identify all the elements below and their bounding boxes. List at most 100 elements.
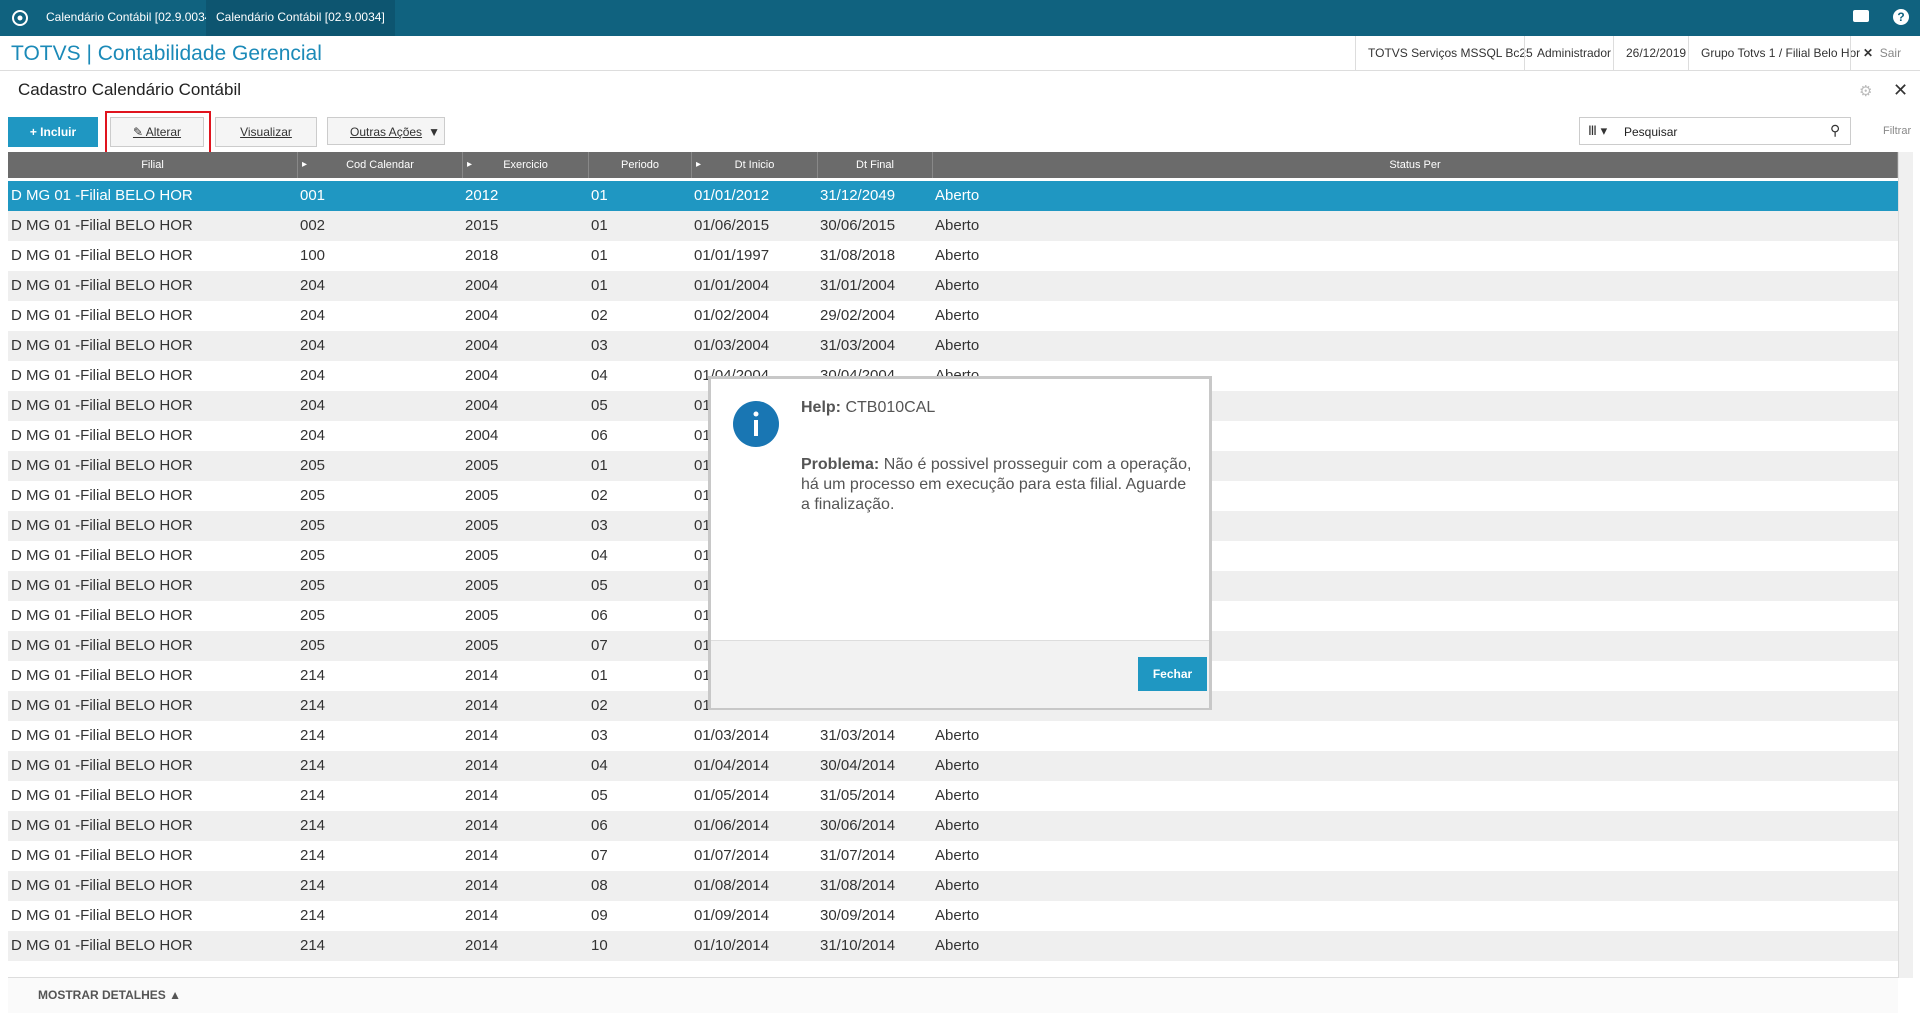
table-cell: 2005 [465,457,499,474]
table-cell: 214 [300,817,326,834]
problem-text: Não é possivel prosseguir com a operação… [801,456,1192,513]
table-cell: Aberto [935,337,980,354]
table-cell: 30/04/2014 [820,757,896,774]
exit-label: Sair [1879,46,1902,60]
table-cell: 03 [591,337,608,354]
view-toggle[interactable]: Ⅲ ▾ [1588,123,1608,138]
table-cell: 2014 [465,757,499,774]
column-header[interactable]: Exercicio ▸ [463,152,589,178]
header-info: TOTVS Serviços MSSQL Bc25 [1355,36,1545,70]
table-cell: 31/05/2014 [820,787,896,804]
table-cell: 02 [591,697,608,714]
table-cell: Aberto [935,877,980,894]
table-row[interactable]: D MG 01 -Filial BELO HOR 214 2014 05 01/05/2… [8,781,1898,811]
table-row[interactable]: D MG 01 -Filial BELO HOR 204 2004 01 01/01/2… [8,271,1898,301]
table-cell: 214 [300,757,326,774]
search-box[interactable]: Ⅲ ▾ Pesquisar ⚲ [1579,117,1851,145]
table-cell: 205 [300,487,326,504]
table-cell: 001 [300,187,326,204]
edit-button[interactable]: ✎ Alterar [110,117,204,147]
table-row[interactable]: D MG 01 -Filial BELO HOR 214 2014 10 01/10/2… [8,931,1898,961]
table-cell: D MG 01 -Filial BELO HOR [11,757,193,774]
button-label: Alterar [145,125,182,139]
sort-arrow: ▸ [302,159,308,170]
table-cell: 205 [300,607,326,624]
table-row[interactable]: D MG 01 -Filial BELO HOR 214 2014 09 01/09/2… [8,901,1898,931]
table-cell: 01 [591,187,608,204]
table-cell: 214 [300,877,326,894]
table-cell: 02 [591,487,608,504]
table-cell: 205 [300,547,326,564]
table-cell: 214 [300,847,326,864]
table-cell: 01/07/2014 [694,847,770,864]
sort-arrow: ▸ [696,159,702,170]
table-cell: 02 [591,307,608,324]
table-row[interactable]: D MG 01 -Filial BELO HOR 001 2012 01 01/01/2… [8,181,1898,211]
include-button[interactable]: + Incluir [8,117,98,147]
column-header[interactable]: Periodo [589,152,692,178]
table-cell: 04 [591,547,608,564]
table-cell: 204 [300,337,326,354]
table-cell: D MG 01 -Filial BELO HOR [11,937,193,954]
table-cell: 05 [591,577,608,594]
settings-icon[interactable]: ⚙ [1859,83,1873,100]
view-button[interactable]: Visualizar [215,117,317,147]
tab[interactable]: Calendário Contábil [02.9.0034] [46,10,215,24]
table-cell: D MG 01 -Filial BELO HOR [11,607,193,624]
more-actions-button[interactable]: Outras Ações ▼ [327,117,445,145]
table-cell: 01/08/2014 [694,877,770,894]
table-cell: 01/09/2014 [694,907,770,924]
table-cell: 30/06/2015 [820,217,896,234]
table-cell: 31/12/2049 [820,187,896,204]
help-label: Help: [801,399,841,416]
column-header[interactable]: Cod Calendar ▸ [298,152,463,178]
table-cell: 2014 [465,937,499,954]
help-icon[interactable]: ? [1893,9,1909,25]
scrollbar[interactable] [1898,152,1913,978]
table-cell: Aberto [935,727,980,744]
close-button[interactable]: Fechar [1138,657,1207,691]
table-row[interactable]: D MG 01 -Filial BELO HOR 214 2014 07 01/07/2… [8,841,1898,871]
column-header[interactable]: Dt Inicio ▸ [692,152,818,178]
table-cell: 2005 [465,577,499,594]
table-row[interactable]: D MG 01 -Filial BELO HOR 214 2014 04 01/04/2… [8,751,1898,781]
filter-label[interactable]: Filtrar [1883,125,1912,137]
exit[interactable]: ✕ Sair [1850,36,1913,70]
mail-icon[interactable] [1853,10,1869,22]
table-cell: 01/05/2014 [694,787,770,804]
header-bar [0,36,1920,71]
details-toggle[interactable]: MOSTRAR DETALHES ▲ [38,988,181,1002]
table-cell: 05 [591,397,608,414]
table-cell: 01/02/2004 [694,307,770,324]
search-icon[interactable]: ⚲ [1830,122,1841,138]
table-cell: 2014 [465,877,499,894]
table-cell: D MG 01 -Filial BELO HOR [11,367,193,384]
close-icon[interactable]: ✕ [1893,80,1909,100]
table-cell: 01 [591,247,608,264]
table-cell: 31/07/2014 [820,847,896,864]
table-cell: D MG 01 -Filial BELO HOR [11,577,193,594]
table-cell: D MG 01 -Filial BELO HOR [11,697,193,714]
dialog: Help: CTB010CAL Problema: Não é possivel… [708,376,1212,710]
table-cell: 2014 [465,667,499,684]
table-row[interactable]: D MG 01 -Filial BELO HOR 002 2015 01 01/06/2… [8,211,1898,241]
table-row[interactable]: D MG 01 -Filial BELO HOR 100 2018 01 01/01/1… [8,241,1898,271]
column-header[interactable]: Status Per [933,152,1898,178]
column-header[interactable]: Dt Final [818,152,933,178]
table-cell: Aberto [935,247,980,264]
logo [12,10,28,26]
button-label: Outras Ações [350,125,423,139]
table-cell: 09 [591,907,608,924]
table-row[interactable]: D MG 01 -Filial BELO HOR 204 2004 02 01/02/2… [8,301,1898,331]
table-row[interactable]: D MG 01 -Filial BELO HOR 214 2014 08 01/08/2… [8,871,1898,901]
table-cell: D MG 01 -Filial BELO HOR [11,817,193,834]
tab[interactable]: Calendário Contábil [02.9.0034] [206,0,395,36]
page-title: Cadastro Calendário Contábil [18,80,242,99]
table-cell: Aberto [935,817,980,834]
column-header[interactable]: Filial [8,152,298,178]
table-cell: D MG 01 -Filial BELO HOR [11,457,193,474]
table-row[interactable]: D MG 01 -Filial BELO HOR 214 2014 06 01/06/2… [8,811,1898,841]
table-row[interactable]: D MG 01 -Filial BELO HOR 204 2004 03 01/03/2… [8,331,1898,361]
table-row[interactable]: D MG 01 -Filial BELO HOR 214 2014 03 01/03/2… [8,721,1898,751]
table-cell: 01/04/2014 [694,757,770,774]
